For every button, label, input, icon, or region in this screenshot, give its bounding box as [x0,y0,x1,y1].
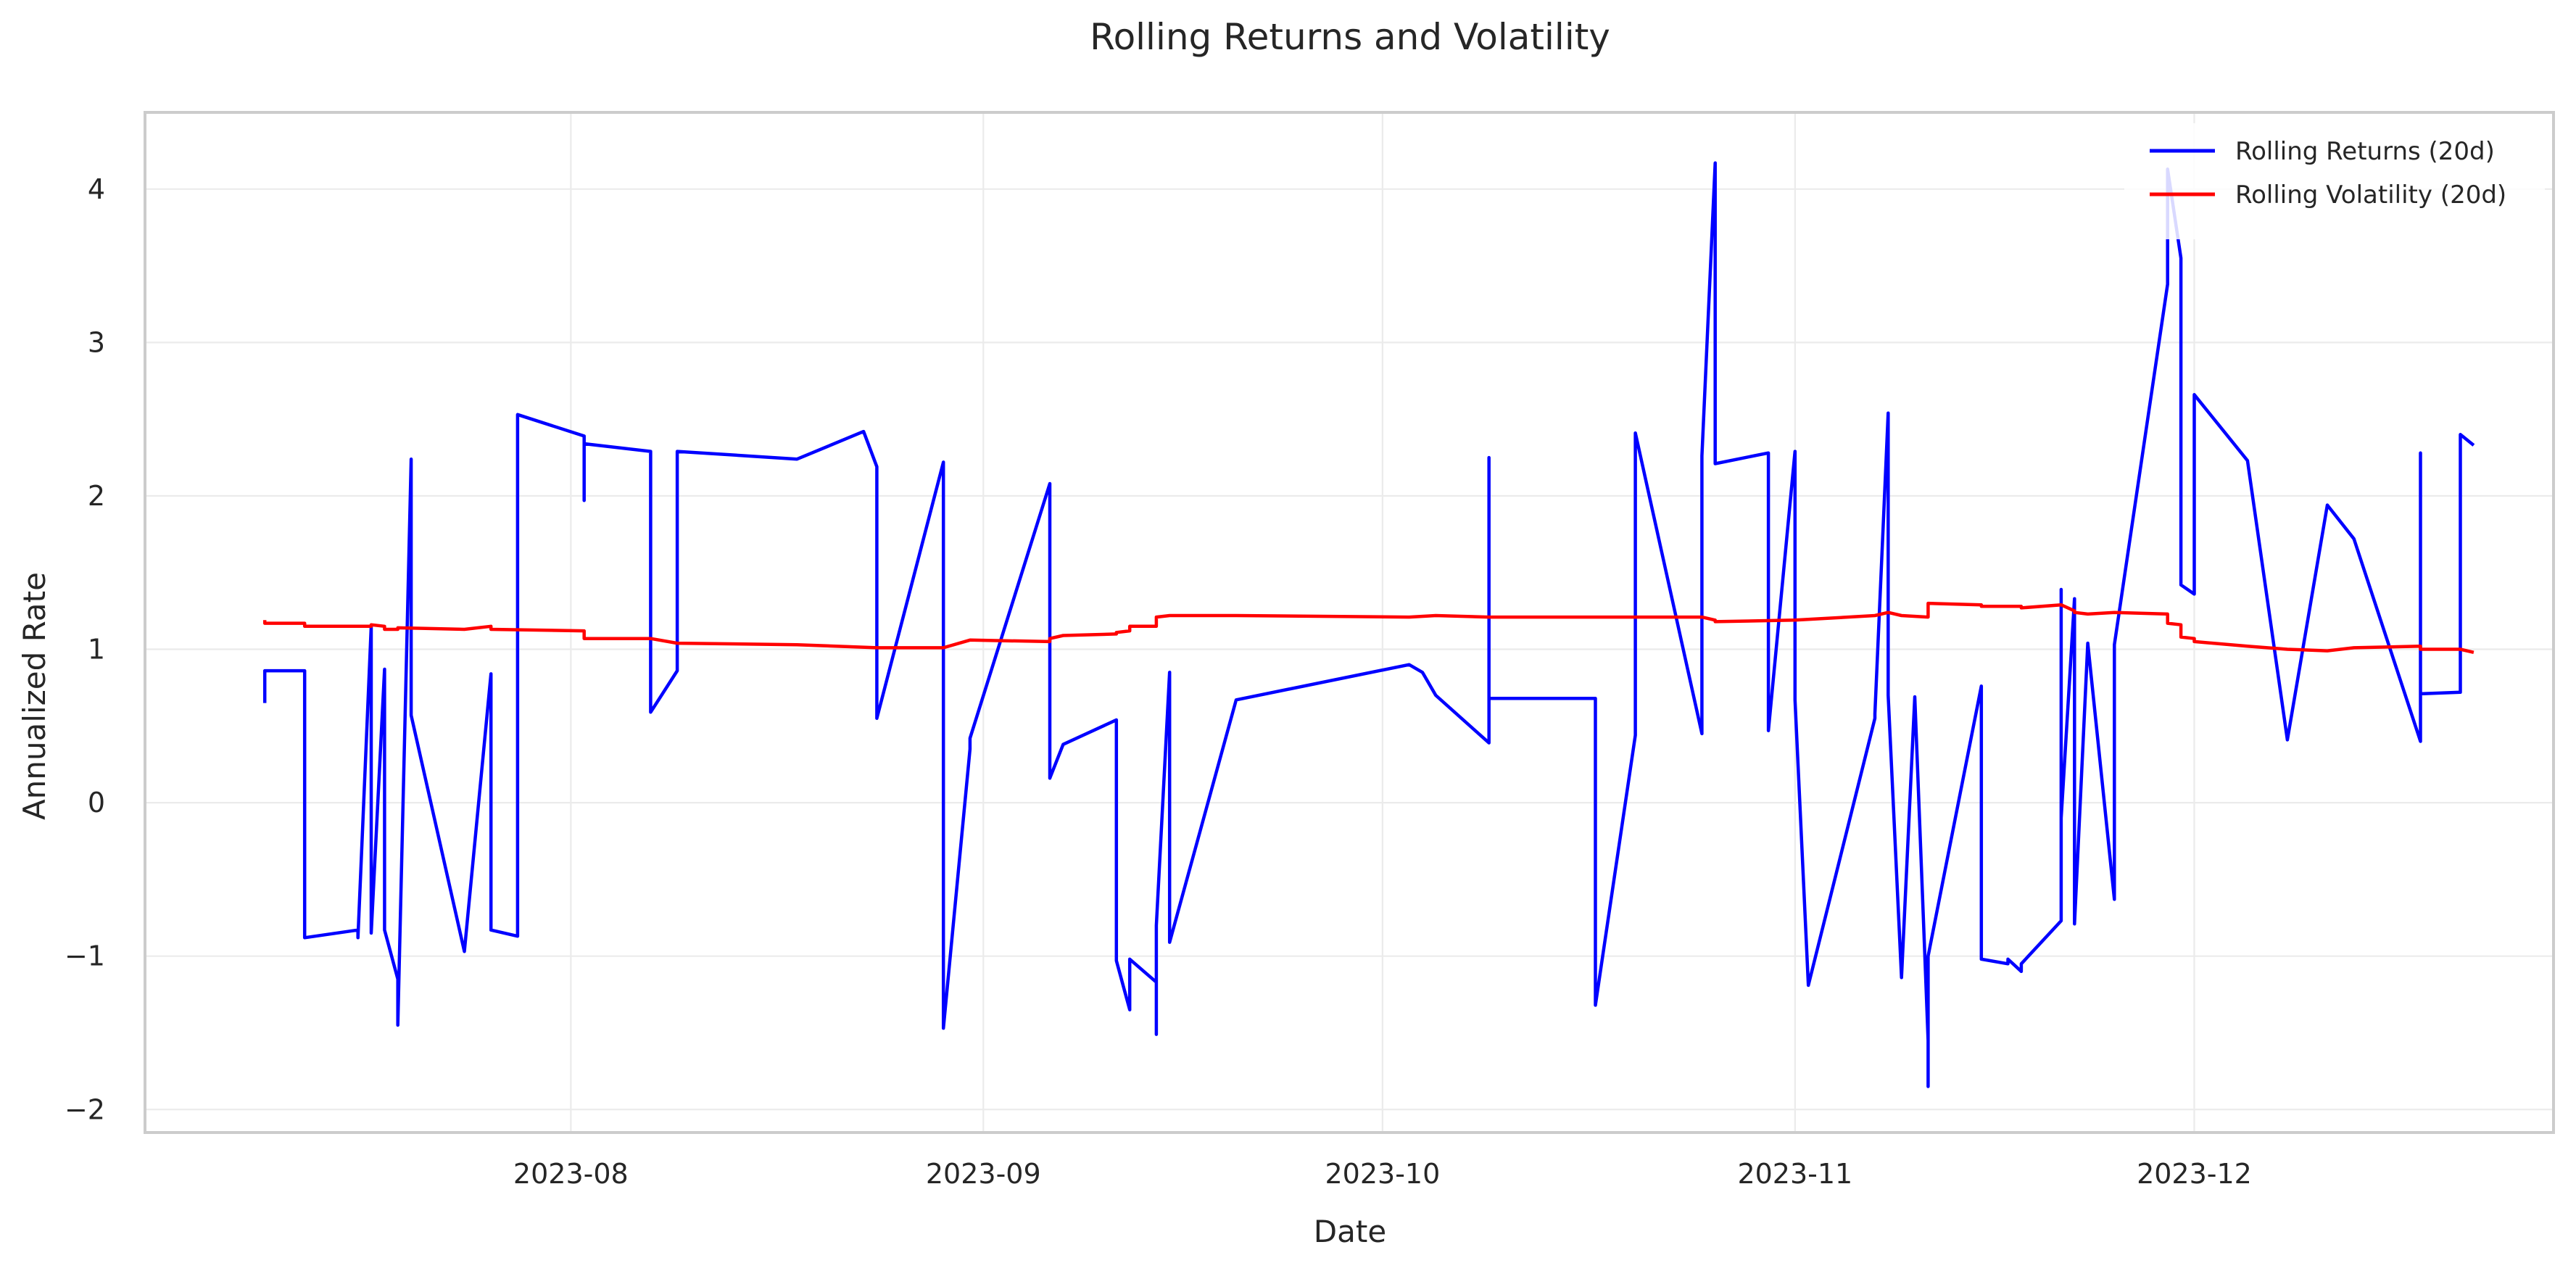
legend-box [2124,123,2545,239]
x-tick-label: 2023-10 [1325,1158,1440,1190]
y-tick-label: 1 [88,634,105,666]
legend: Rolling Returns (20d) Rolling Volatility… [2124,123,2545,239]
y-tick-label: −1 [65,940,105,972]
legend-label-volatility: Rolling Volatility (20d) [2235,181,2506,210]
series-lines [262,161,2475,1088]
y-tick-label: −2 [65,1093,105,1125]
y-tick-label: 0 [88,787,105,819]
x-tick-label: 2023-12 [2137,1158,2252,1190]
x-tick-label: 2023-08 [513,1158,629,1190]
series-line-volatility [262,601,2474,654]
plot-frame [144,111,2555,1134]
series-line-returns [262,161,2475,1088]
grid-lines [145,112,2554,1133]
y-tick-label: 2 [88,480,105,512]
tick-labels: 2023-08 2023-09 2023-10 2023-11 2023-12 −2 −1 0… [65,173,2252,1190]
x-axis-label: Date [1314,1214,1386,1249]
y-axis-label: Annualized Rate [17,572,52,820]
x-tick-label: 2023-11 [1737,1158,1852,1190]
x-tick-label: 2023-09 [926,1158,1041,1190]
y-tick-label: 3 [88,326,105,358]
chart-title: Rolling Returns and Volatility [1090,16,1610,58]
legend-label-returns: Rolling Returns (20d) [2235,137,2495,166]
y-tick-label: 4 [88,173,105,205]
